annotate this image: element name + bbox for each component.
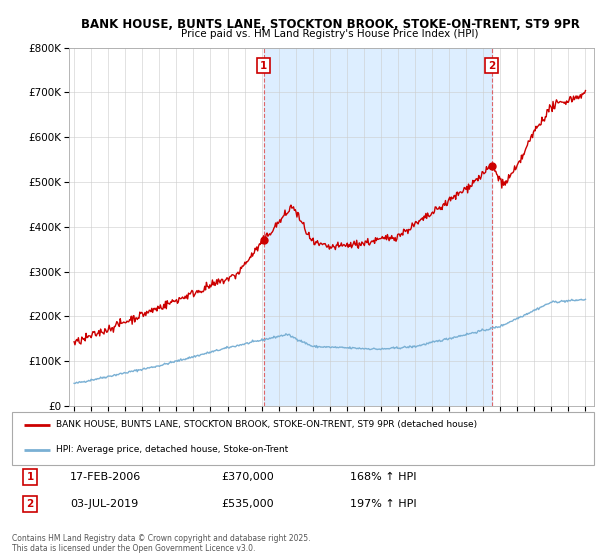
Text: 2: 2	[488, 60, 496, 71]
Text: BANK HOUSE, BUNTS LANE, STOCKTON BROOK, STOKE-ON-TRENT, ST9 9PR: BANK HOUSE, BUNTS LANE, STOCKTON BROOK, …	[80, 18, 580, 31]
Text: BANK HOUSE, BUNTS LANE, STOCKTON BROOK, STOKE-ON-TRENT, ST9 9PR (detached house): BANK HOUSE, BUNTS LANE, STOCKTON BROOK, …	[56, 421, 477, 430]
Text: 03-JUL-2019: 03-JUL-2019	[70, 499, 139, 509]
Text: 1: 1	[260, 60, 267, 71]
Text: £535,000: £535,000	[221, 499, 274, 509]
Text: 168% ↑ HPI: 168% ↑ HPI	[350, 472, 416, 482]
Text: Contains HM Land Registry data © Crown copyright and database right 2025.
This d: Contains HM Land Registry data © Crown c…	[12, 534, 311, 553]
Text: HPI: Average price, detached house, Stoke-on-Trent: HPI: Average price, detached house, Stok…	[56, 445, 288, 454]
Text: Price paid vs. HM Land Registry's House Price Index (HPI): Price paid vs. HM Land Registry's House …	[181, 29, 479, 39]
Text: 197% ↑ HPI: 197% ↑ HPI	[350, 499, 416, 509]
Text: 1: 1	[26, 472, 34, 482]
Text: £370,000: £370,000	[221, 472, 274, 482]
Text: 17-FEB-2006: 17-FEB-2006	[70, 472, 142, 482]
Text: 2: 2	[26, 499, 34, 509]
Bar	[263, 48, 492, 406]
